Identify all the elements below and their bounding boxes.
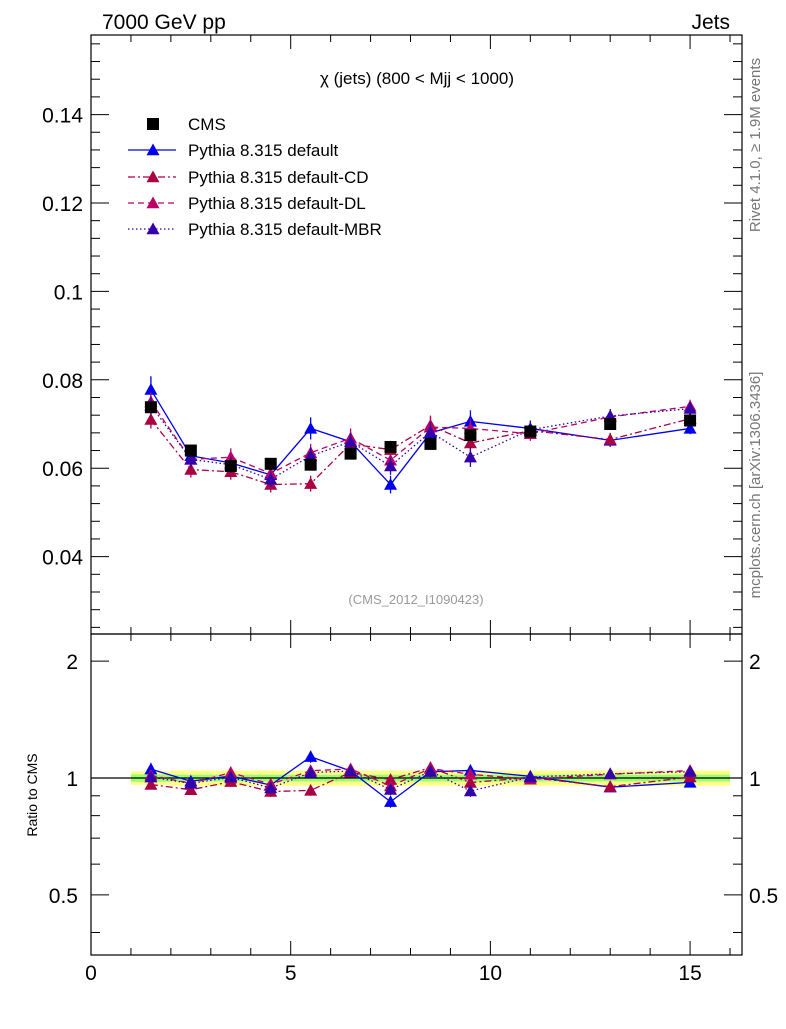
x-tick-label: 15 <box>678 962 701 985</box>
cms-point <box>384 441 397 454</box>
header-right: Jets <box>691 11 730 34</box>
ratio-y-tick-label-right: 0.5 <box>749 885 778 908</box>
ratio-point <box>603 780 617 792</box>
series-point <box>304 477 318 489</box>
series-point <box>384 478 398 490</box>
legend-marker <box>146 196 160 209</box>
ratio-series-line <box>150 770 691 792</box>
cms-point <box>264 457 277 470</box>
ratio-point <box>144 778 158 790</box>
ratio-point <box>463 767 477 780</box>
series-point <box>264 472 278 485</box>
series-point <box>184 452 198 465</box>
cms-point <box>144 401 157 414</box>
ratio-point <box>304 766 318 778</box>
chart-title: χ (jets) (800 < Mjj < 1000) <box>320 69 514 88</box>
ratio-plot: 0 5 10 15 0.5 0.5 1 1 2 2 <box>49 634 778 985</box>
series-point <box>144 413 158 425</box>
ratio-y-tick-label-left: 2 <box>66 651 78 674</box>
ratio-point <box>423 764 437 777</box>
ratio-y-tick-label-left: 1 <box>66 768 78 791</box>
cms-point <box>304 458 317 471</box>
cms-point <box>604 418 617 431</box>
ratio-series-line <box>150 766 691 793</box>
series-line <box>150 405 691 480</box>
legend-marker <box>146 170 160 183</box>
legend-label: Pythia 8.315 default <box>188 141 339 160</box>
x-tick-label: 0 <box>85 962 97 985</box>
main-y-tick-label: 0.08 <box>42 370 83 393</box>
ratio-point <box>184 776 198 789</box>
main-y-tick-label: 0.06 <box>42 458 83 481</box>
legend: CMS Pythia 8.315 default Pythia 8.315 defa… <box>128 115 382 239</box>
main-plot: 0.04 0.06 0.08 0.1 0.12 0.14 <box>42 35 742 634</box>
ratio-series-line <box>150 767 691 787</box>
ratio-point <box>384 795 398 807</box>
series-point <box>144 383 158 395</box>
legend-label: Pythia 8.315 default-DL <box>188 194 366 213</box>
ratio-point <box>463 776 477 788</box>
series-point <box>224 450 238 463</box>
series-line <box>150 401 691 475</box>
x-tick-label: 10 <box>479 962 502 985</box>
ratio-point <box>603 767 617 779</box>
cms-point <box>684 414 697 427</box>
cms-point <box>344 447 357 460</box>
main-y-tick-label: 0.14 <box>42 105 83 128</box>
ratio-point <box>384 783 398 795</box>
series-point <box>344 435 358 447</box>
header-left: 7000 GeV pp <box>102 11 226 34</box>
ratio-point <box>523 770 537 783</box>
ratio-point <box>683 765 697 777</box>
main-y-tick-label: 0.12 <box>42 193 83 216</box>
series-point <box>683 402 697 414</box>
ratio-frame <box>90 633 743 956</box>
ratio-y-tick-label-right: 1 <box>749 768 761 791</box>
legend-marker <box>146 222 160 235</box>
series-point <box>184 463 198 475</box>
watermark: (CMS_2012_I1090423) <box>348 592 483 607</box>
ratio-y-tick-label-right: 2 <box>749 651 761 674</box>
legend-marker-cms <box>147 118 159 130</box>
series-point <box>463 436 477 449</box>
series-point <box>603 432 617 445</box>
ratio-point <box>384 773 398 785</box>
mcplots-label: mcplots.cern.ch [arXiv:1306.3436] <box>747 372 764 599</box>
series-point <box>304 421 318 434</box>
ratio-y-tick-label-left: 0.5 <box>49 885 78 908</box>
ratio-ylabel: Ratio to CMS <box>24 753 40 836</box>
cms-point <box>184 444 197 457</box>
ratio-point <box>144 762 158 775</box>
series-point <box>384 459 398 472</box>
cms-point <box>424 437 437 450</box>
legend-marker <box>146 143 160 156</box>
main-y-tick-label: 0.1 <box>54 281 83 304</box>
legend-label: Pythia 8.315 default-MBR <box>188 220 382 239</box>
rivet-label: Rivet 4.1.0, ≥ 1.9M events <box>747 58 764 232</box>
cms-point <box>524 425 537 438</box>
ratio-point <box>144 770 158 783</box>
ratio-point <box>304 750 318 762</box>
series-point <box>423 425 437 438</box>
ratio-point <box>184 783 198 795</box>
ratio-point <box>264 781 278 794</box>
ratio-point <box>344 764 358 777</box>
ratio-point <box>224 770 238 783</box>
cms-point <box>224 460 237 473</box>
ratio-series-line <box>150 755 691 803</box>
ratio-point <box>463 784 477 797</box>
series-point <box>463 450 477 463</box>
ratio-point <box>304 783 318 796</box>
series-point <box>683 421 697 434</box>
legend-label: CMS <box>188 115 226 134</box>
cms-point <box>464 429 477 442</box>
legend-label: Pythia 8.315 default-CD <box>188 168 369 187</box>
x-tick-label: 5 <box>285 962 297 985</box>
main-y-tick-label: 0.04 <box>42 547 83 570</box>
series-point <box>304 449 318 462</box>
